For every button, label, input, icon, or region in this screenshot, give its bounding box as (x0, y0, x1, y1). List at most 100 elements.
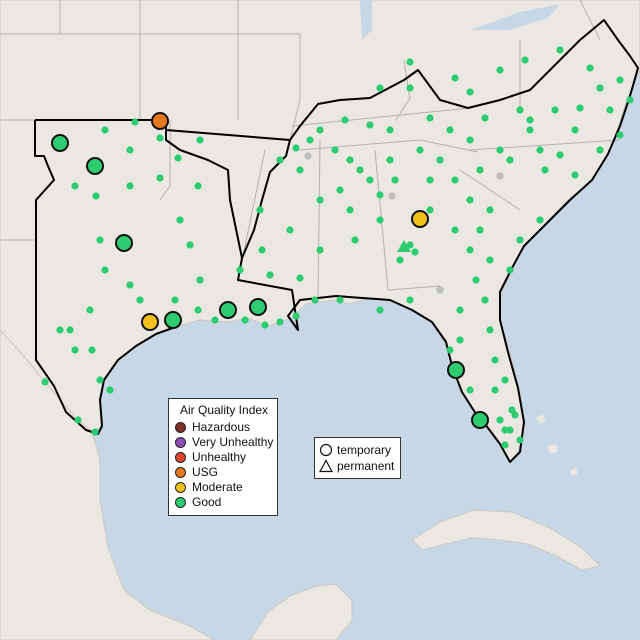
station-dot-good[interactable] (196, 136, 204, 144)
station-dot-inactive[interactable] (388, 192, 396, 200)
station-dot-good[interactable] (576, 104, 584, 112)
station-dot-good[interactable] (174, 154, 182, 162)
station-dot-good[interactable] (341, 116, 349, 124)
station-dot-good[interactable] (606, 106, 614, 114)
station-dot-good[interactable] (426, 176, 434, 184)
station-dot-good[interactable] (156, 134, 164, 142)
station-dot-good[interactable] (101, 266, 109, 274)
station-dot-good[interactable] (486, 256, 494, 264)
station-dot-good[interactable] (171, 296, 179, 304)
station-dot-good[interactable] (536, 146, 544, 154)
station-marker-usg[interactable] (151, 112, 169, 130)
station-marker-good[interactable] (471, 411, 489, 429)
station-marker-good[interactable] (249, 298, 267, 316)
station-dot-good[interactable] (541, 166, 549, 174)
station-marker-good[interactable] (86, 157, 104, 175)
station-dot-good[interactable] (91, 428, 99, 436)
station-dot-good[interactable] (556, 151, 564, 159)
station-dot-good[interactable] (456, 306, 464, 314)
station-dot-good[interactable] (316, 126, 324, 134)
station-dot-good[interactable] (466, 88, 474, 96)
station-dot-good[interactable] (136, 296, 144, 304)
station-dot-good[interactable] (406, 58, 414, 66)
station-dot-good[interactable] (491, 386, 499, 394)
station-dot-good[interactable] (496, 66, 504, 74)
station-dot-good[interactable] (536, 216, 544, 224)
station-dot-good[interactable] (396, 256, 404, 264)
station-dot-good[interactable] (92, 192, 100, 200)
station-dot-good[interactable] (66, 326, 74, 334)
station-marker-good[interactable] (164, 311, 182, 329)
station-dot-good[interactable] (586, 64, 594, 72)
station-dot-good[interactable] (88, 346, 96, 354)
station-dot-good[interactable] (336, 186, 344, 194)
station-dot-good[interactable] (446, 126, 454, 134)
station-dot-good[interactable] (346, 156, 354, 164)
station-dot-good[interactable] (551, 106, 559, 114)
station-dot-good[interactable] (501, 441, 509, 449)
station-dot-good[interactable] (311, 296, 319, 304)
station-dot-good[interactable] (521, 56, 529, 64)
station-dot-good[interactable] (296, 166, 304, 174)
station-marker-moderate[interactable] (411, 210, 429, 228)
station-dot-good[interactable] (466, 386, 474, 394)
station-dot-good[interactable] (406, 296, 414, 304)
station-dot-good[interactable] (351, 236, 359, 244)
station-dot-good[interactable] (376, 191, 384, 199)
station-dot-good[interactable] (451, 74, 459, 82)
station-dot-good[interactable] (276, 318, 284, 326)
station-dot-good[interactable] (426, 206, 434, 214)
station-dot-good[interactable] (74, 416, 82, 424)
station-dot-good[interactable] (596, 146, 604, 154)
station-dot-good[interactable] (86, 306, 94, 314)
station-dot-good[interactable] (516, 106, 524, 114)
station-dot-good[interactable] (356, 166, 364, 174)
station-dot-good[interactable] (156, 174, 164, 182)
station-dot-good[interactable] (496, 146, 504, 154)
station-dot-good[interactable] (406, 241, 414, 249)
station-dot-good[interactable] (376, 216, 384, 224)
station-dot-good[interactable] (71, 182, 79, 190)
station-dot-good[interactable] (506, 156, 514, 164)
station-dot-good[interactable] (526, 116, 534, 124)
station-dot-good[interactable] (346, 206, 354, 214)
station-dot-good[interactable] (376, 306, 384, 314)
station-dot-good[interactable] (511, 411, 519, 419)
station-dot-good[interactable] (56, 326, 64, 334)
station-dot-good[interactable] (446, 346, 454, 354)
station-dot-good[interactable] (258, 246, 266, 254)
station-marker-good[interactable] (51, 134, 69, 152)
station-marker-good[interactable] (115, 234, 133, 252)
station-dot-good[interactable] (466, 136, 474, 144)
station-dot-good[interactable] (96, 376, 104, 384)
station-dot-good[interactable] (556, 46, 564, 54)
station-dot-good[interactable] (596, 84, 604, 92)
station-dot-good[interactable] (306, 136, 314, 144)
station-dot-good[interactable] (336, 296, 344, 304)
station-dot-good[interactable] (386, 156, 394, 164)
station-dot-good[interactable] (186, 241, 194, 249)
station-dot-good[interactable] (466, 246, 474, 254)
station-dot-good[interactable] (451, 226, 459, 234)
station-dot-good[interactable] (366, 121, 374, 129)
station-marker-moderate[interactable] (141, 313, 159, 331)
station-dot-good[interactable] (571, 171, 579, 179)
station-dot-good[interactable] (466, 196, 474, 204)
station-marker-good[interactable] (447, 361, 465, 379)
station-dot-good[interactable] (126, 182, 134, 190)
station-dot-good[interactable] (176, 216, 184, 224)
station-dot-good[interactable] (506, 266, 514, 274)
station-dot-good[interactable] (276, 156, 284, 164)
station-dot-good[interactable] (516, 236, 524, 244)
station-dot-good[interactable] (616, 76, 624, 84)
station-dot-good[interactable] (292, 144, 300, 152)
station-dot-good[interactable] (496, 416, 504, 424)
station-dot-good[interactable] (616, 131, 624, 139)
station-dot-good[interactable] (316, 196, 324, 204)
station-dot-good[interactable] (71, 346, 79, 354)
station-dot-good[interactable] (261, 321, 269, 329)
station-dot-good[interactable] (376, 84, 384, 92)
station-dot-good[interactable] (236, 266, 244, 274)
station-dot-good[interactable] (491, 356, 499, 364)
